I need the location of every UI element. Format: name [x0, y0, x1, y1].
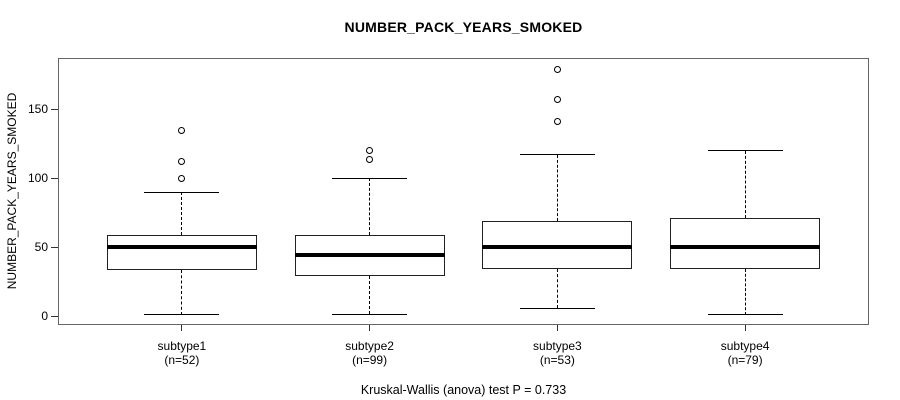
- group-label: subtype4: [720, 339, 770, 353]
- outlier-point: [366, 155, 374, 163]
- lower-whisker-cap: [332, 313, 408, 315]
- lower-whisker-cap: [144, 314, 220, 316]
- lower-whisker-line: [181, 269, 183, 315]
- iqr-box: [482, 221, 633, 270]
- y-axis-title: NUMBER_PACK_YEARS_SMOKED: [5, 92, 19, 290]
- group-n-label: (n=53): [539, 352, 575, 367]
- chart-title: NUMBER_PACK_YEARS_SMOKED: [344, 19, 583, 35]
- group-label: subtype2: [345, 339, 394, 353]
- plot-area: [58, 58, 869, 325]
- y-tick-label: 0: [41, 308, 48, 323]
- median-line: [106, 245, 257, 250]
- y-tick: [51, 246, 58, 248]
- lower-whisker-cap: [519, 308, 595, 309]
- y-tick: [51, 177, 58, 179]
- upper-whisker-cap: [144, 191, 220, 193]
- outlier-point: [366, 147, 374, 155]
- y-tick: [51, 108, 58, 110]
- group-label-block: subtype2 (n=99): [300, 339, 440, 367]
- iqr-box: [670, 218, 821, 270]
- lower-whisker-cap: [707, 314, 783, 316]
- lower-whisker-line: [556, 269, 558, 309]
- group-label-block: subtype4 (n=79): [675, 339, 815, 367]
- outlier-point: [178, 126, 186, 134]
- upper-whisker-line: [556, 154, 558, 221]
- upper-whisker-cap: [332, 177, 408, 179]
- x-tick: [181, 325, 183, 331]
- group-label: subtype3: [533, 339, 582, 353]
- median-line: [294, 253, 445, 258]
- group-n-label: (n=79): [727, 352, 763, 367]
- lower-whisker-line: [369, 276, 371, 314]
- lower-whisker-line: [744, 269, 746, 315]
- median-line: [670, 245, 821, 250]
- x-tick: [744, 325, 746, 331]
- group-label-block: subtype1 (n=52): [112, 339, 252, 367]
- median-line: [482, 245, 633, 250]
- group-label: subtype1: [157, 339, 207, 353]
- outlier-point: [553, 118, 561, 126]
- upper-whisker-cap: [707, 150, 783, 152]
- outlier-point: [178, 174, 186, 182]
- outlier-point: [553, 65, 561, 73]
- outlier-point: [178, 158, 186, 166]
- group-label-block: subtype3 (n=53): [487, 339, 627, 367]
- y-tick-label: 100: [27, 170, 48, 185]
- y-tick-label: 150: [27, 101, 48, 116]
- upper-whisker-cap: [519, 154, 595, 156]
- upper-whisker-line: [369, 178, 371, 235]
- upper-whisker-line: [181, 192, 183, 235]
- outlier-point: [553, 96, 561, 104]
- x-tick: [556, 325, 558, 331]
- iqr-box: [106, 234, 257, 270]
- group-n-label: (n=52): [164, 352, 200, 367]
- stat-test-footnote: Kruskal-Wallis (anova) test P = 0.733: [360, 383, 567, 397]
- upper-whisker-line: [744, 150, 746, 219]
- y-tick: [51, 315, 58, 317]
- y-tick-label: 50: [34, 239, 48, 254]
- x-tick: [369, 325, 371, 331]
- group-n-label: (n=99): [352, 352, 388, 367]
